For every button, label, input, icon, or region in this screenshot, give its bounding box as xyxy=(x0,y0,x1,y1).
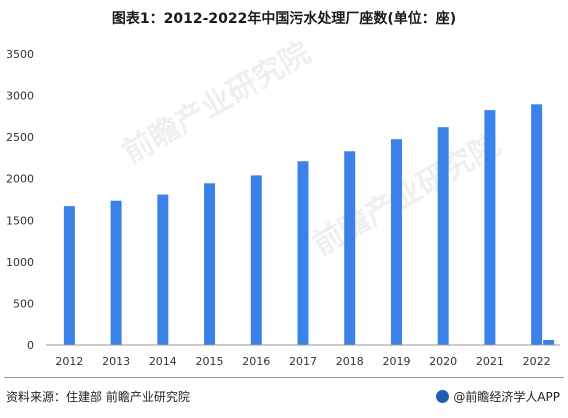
x-tick-label: 2018 xyxy=(336,355,364,368)
y-tick-label: 0 xyxy=(27,339,34,352)
y-axis-tick-labels: 0 500 1000 1500 2000 2500 3000 3500 xyxy=(6,48,34,352)
bar-2014 xyxy=(157,194,169,345)
bars xyxy=(63,104,555,346)
x-tick-label: 2013 xyxy=(102,355,130,368)
credit: @前瞻经济学人APP xyxy=(436,388,560,405)
bar-2017 xyxy=(297,161,309,345)
x-tick-label: 2019 xyxy=(382,355,410,368)
x-tick-label: 2022 xyxy=(523,355,551,368)
bar-2022 xyxy=(531,104,543,346)
bar-2019 xyxy=(390,139,402,345)
source-note: 资料来源：住建部 前瞻产业研究院 xyxy=(6,390,190,404)
y-tick-label: 3000 xyxy=(6,90,34,103)
y-tick-label: 1000 xyxy=(6,256,34,269)
chart-title: 图表1：2012-2022年中国污水处理厂座数(单位：座) xyxy=(111,11,457,27)
x-tick-label: 2016 xyxy=(242,355,270,368)
bar-2013 xyxy=(110,200,122,345)
x-tick-label: 2014 xyxy=(149,355,177,368)
bar-2015 xyxy=(204,183,216,345)
bar-2012 xyxy=(63,206,75,345)
y-tick-label: 1500 xyxy=(6,214,34,227)
x-tick-label: 2015 xyxy=(196,355,224,368)
credit-text: @前瞻经济学人APP xyxy=(453,390,560,404)
y-tick-label: 2500 xyxy=(6,131,34,144)
x-tick-label: 2012 xyxy=(55,355,83,368)
bar-2016 xyxy=(250,175,262,345)
bar-2020 xyxy=(437,127,449,345)
footer-divider xyxy=(4,377,564,378)
bar-2018 xyxy=(344,151,356,345)
brand-logo-icon xyxy=(436,390,450,403)
y-tick-label: 2000 xyxy=(6,173,34,186)
x-axis-tick-labels: 2012 2013 2014 2015 2016 2017 2018 2019 2020 2021… xyxy=(55,355,550,368)
x-tick-label: 2017 xyxy=(289,355,317,368)
x-tick-label: 2020 xyxy=(429,355,457,368)
x-tick-label: 2021 xyxy=(476,355,504,368)
bar-2021 xyxy=(484,110,496,345)
y-tick-label: 500 xyxy=(13,297,34,310)
y-tick-label: 3500 xyxy=(6,48,34,61)
bar-extra-2022 xyxy=(543,340,555,345)
